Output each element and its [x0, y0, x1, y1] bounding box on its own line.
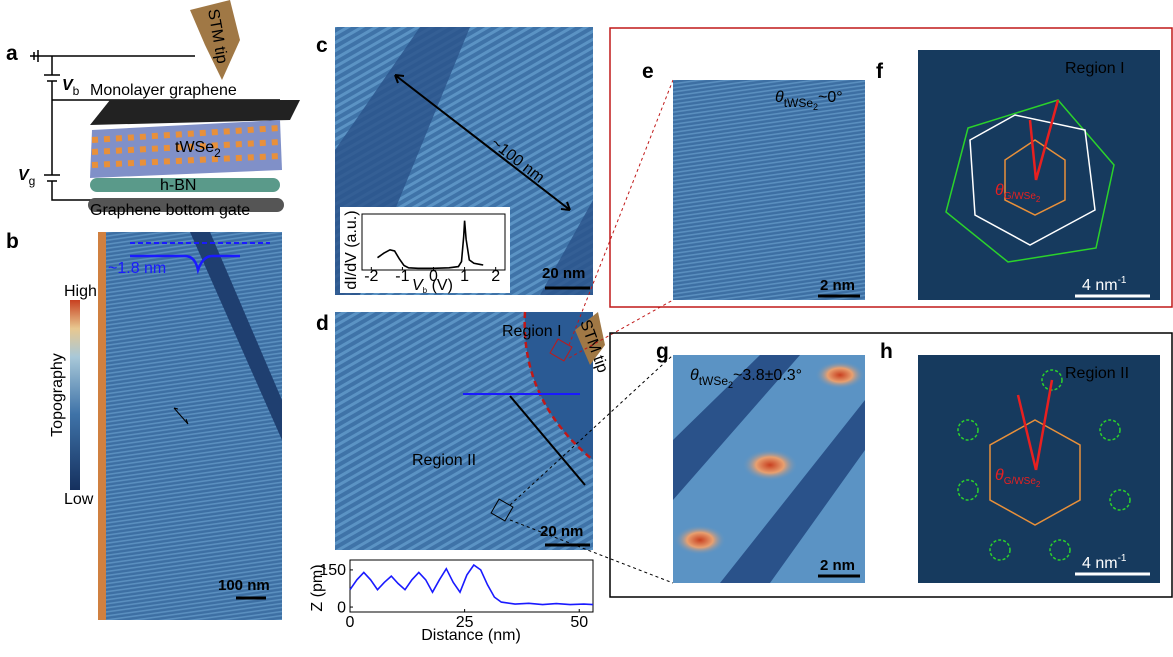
- theta-sub: G/WSe: [1004, 191, 1037, 202]
- panel-label: b: [6, 230, 19, 253]
- panel-label: h: [880, 340, 893, 363]
- theta-symbol: θ: [995, 182, 1004, 199]
- colorbar-title: Topography: [49, 353, 66, 437]
- x-tick-label: 2: [491, 268, 500, 285]
- colorbar-high: High: [64, 283, 97, 300]
- theta-sub: tWSe: [784, 96, 814, 110]
- twse2-sub: 2: [214, 146, 221, 160]
- gate-label: Graphene bottom gate: [90, 202, 250, 219]
- scale-sup: -1: [1118, 275, 1127, 286]
- twse2-main: tWSe: [175, 139, 214, 156]
- page: STM figure {"panels": { "a": {"label": "…: [0, 0, 1173, 657]
- scale-label: 20 nm: [540, 523, 583, 540]
- fft-image: [918, 355, 1160, 583]
- vb-label: Vb: [62, 77, 80, 98]
- graphene-label: Monolayer graphene: [90, 82, 237, 99]
- scale-label: 100 nm: [218, 577, 270, 594]
- panel-label: a: [6, 42, 18, 65]
- x-tick-label: 1: [460, 268, 469, 285]
- theta-symbol: θ: [775, 89, 784, 106]
- x-tick-label: 0: [346, 614, 355, 631]
- scale-label: 20 nm: [542, 265, 585, 282]
- theta-subsub: 2: [1036, 480, 1041, 489]
- scale-label: 2 nm: [820, 277, 855, 294]
- topography-image: [98, 232, 282, 620]
- x-tick-label: 50: [570, 614, 588, 631]
- x-tick-label: 0: [429, 268, 438, 285]
- theta-value: ~0°: [818, 89, 843, 106]
- theta-subsub: 2: [1036, 195, 1041, 204]
- panel-label: c: [316, 34, 328, 57]
- theta-sub: tWSe: [699, 374, 729, 388]
- image-edge: [98, 232, 106, 620]
- x-tick-label: -1: [395, 268, 409, 285]
- theta-symbol: θ: [690, 367, 699, 384]
- moire-spot: [674, 525, 726, 555]
- panel-label: e: [642, 60, 654, 83]
- x-tick-label: 25: [456, 614, 474, 631]
- scale-main: 4 nm: [1082, 555, 1118, 572]
- vg-label: Vg: [18, 167, 35, 188]
- region-label: Region II: [1065, 365, 1129, 382]
- figure: a STM tip Vb Vg Monolayer graphene tWSe2…: [0, 0, 1173, 657]
- panel-label: d: [316, 312, 329, 335]
- y-axis-label: dI/dV (a.u.): [343, 210, 360, 289]
- x-tick-label: -2: [364, 268, 378, 285]
- panel-label: g: [656, 340, 669, 363]
- hbn-label: h-BN: [160, 177, 196, 194]
- panel-label: f: [876, 60, 884, 83]
- colorbar: [70, 300, 80, 490]
- theta-value: ~3.8±0.3°: [733, 367, 802, 384]
- theta-sub: G/WSe: [1004, 476, 1037, 487]
- scale-sup: -1: [1118, 553, 1127, 564]
- theta-symbol: θ: [995, 467, 1004, 484]
- region-label: Region I: [1065, 60, 1125, 77]
- region-label: Region II: [412, 452, 476, 469]
- y-tick-label: 0: [337, 599, 346, 616]
- moire-spot: [742, 449, 798, 481]
- colorbar-low: Low: [64, 491, 94, 508]
- y-tick-label: 150: [319, 562, 346, 579]
- scale-label: 2 nm: [820, 557, 855, 574]
- fft-image: [918, 50, 1160, 300]
- moire-spot: [815, 361, 865, 389]
- step-label: ~1.8 nm: [108, 260, 166, 277]
- body: a STM tip Vb Vg Monolayer graphene tWSe2…: [0, 0, 1173, 657]
- scale-main: 4 nm: [1082, 277, 1118, 294]
- vg-sub: g: [29, 174, 36, 188]
- topography-image: [673, 80, 865, 300]
- region-label: Region I: [502, 323, 562, 340]
- data-line: [350, 565, 593, 605]
- vb-sub: b: [73, 84, 80, 98]
